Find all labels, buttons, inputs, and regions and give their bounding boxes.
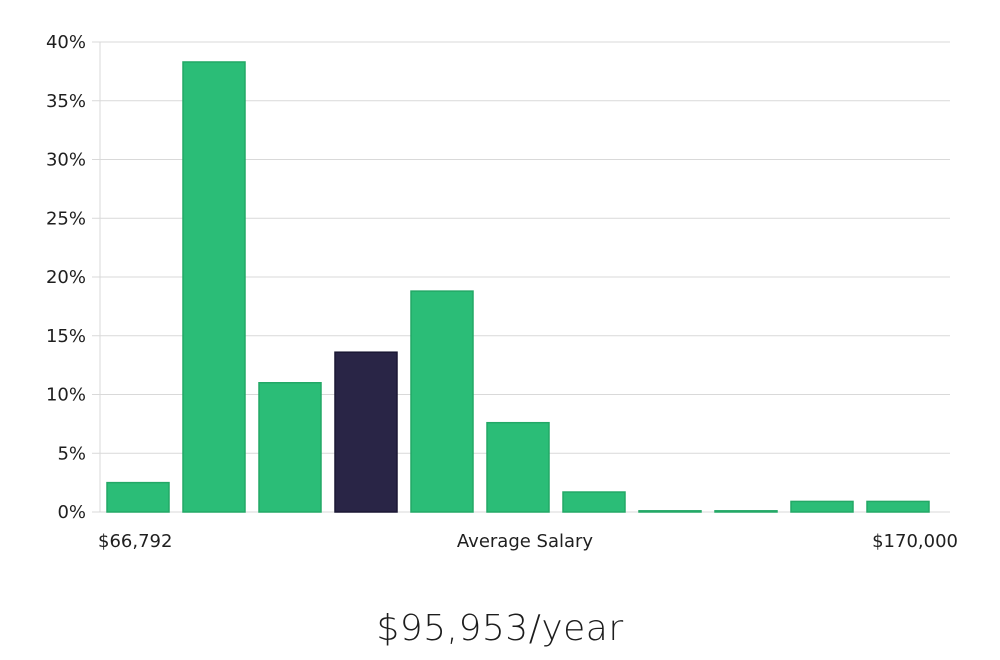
average-salary-value: $95,953/year bbox=[376, 608, 624, 649]
salary-histogram: 0% 5% 10% 15% 20% 25% 30% 35% 40% $66,792 Averag… bbox=[46, 32, 958, 552]
bar bbox=[714, 510, 778, 513]
bar bbox=[182, 61, 246, 513]
bar bbox=[638, 510, 702, 513]
bar bbox=[410, 290, 474, 513]
x-min-label: $66,792 bbox=[98, 531, 172, 552]
y-tick-label: 40% bbox=[46, 32, 86, 53]
bar-highlighted bbox=[334, 351, 398, 513]
bar bbox=[562, 491, 626, 513]
y-tick-label: 5% bbox=[57, 443, 86, 464]
y-tick-label: 15% bbox=[46, 326, 86, 347]
bar bbox=[486, 421, 550, 513]
x-axis-label: Average Salary bbox=[457, 531, 594, 552]
y-tick-label: 25% bbox=[46, 208, 86, 229]
y-tick-label: 30% bbox=[46, 150, 86, 171]
bars bbox=[106, 61, 930, 513]
x-max-label: $170,000 bbox=[872, 531, 958, 552]
bar bbox=[258, 382, 322, 513]
bar bbox=[790, 500, 854, 513]
y-axis-ticks: 0% 5% 10% 15% 20% 25% 30% 35% 40% bbox=[46, 32, 86, 523]
y-tick-label: 0% bbox=[57, 502, 86, 523]
y-tick-label: 10% bbox=[46, 385, 86, 406]
bar bbox=[106, 481, 170, 513]
y-tick-label: 20% bbox=[46, 267, 86, 288]
bar bbox=[866, 500, 930, 513]
y-tick-label: 35% bbox=[46, 91, 86, 112]
